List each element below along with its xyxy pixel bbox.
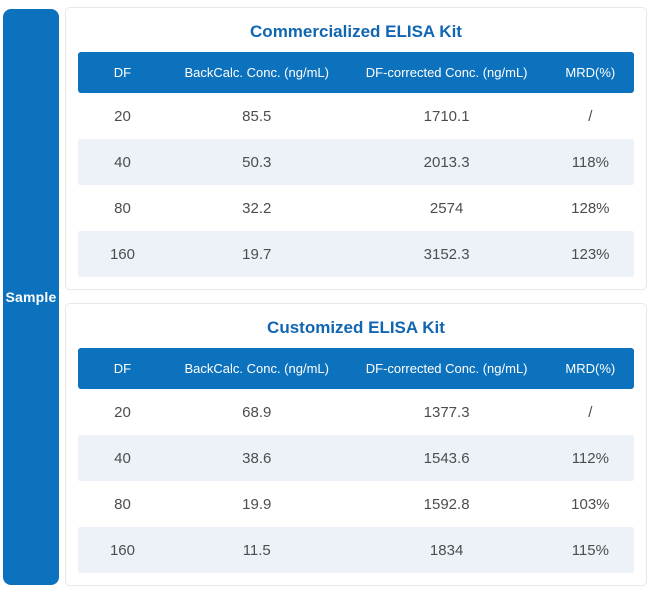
table-header-row: DF BackCalc. Conc. (ng/mL) DF-corrected … xyxy=(78,52,634,93)
customized-kit-table: DF BackCalc. Conc. (ng/mL) DF-corrected … xyxy=(78,348,634,573)
column-header-df-corrected-conc: DF-corrected Conc. (ng/mL) xyxy=(365,65,528,80)
table-row: 40 50.3 2013.3 118% xyxy=(78,139,634,185)
column-header-backcalc-conc: BackCalc. Conc. (ng/mL) xyxy=(184,65,329,80)
cell-df-corrected-conc: 1543.6 xyxy=(423,449,470,467)
table-row: 20 85.5 1710.1 / xyxy=(78,93,634,139)
column-header-df: DF xyxy=(113,65,132,80)
cell-df: 80 xyxy=(114,199,131,217)
cell-df-corrected-conc: 3152.3 xyxy=(423,245,470,263)
commercialized-kit-table: DF BackCalc. Conc. (ng/mL) DF-corrected … xyxy=(78,52,634,277)
table-header-row: DF BackCalc. Conc. (ng/mL) DF-corrected … xyxy=(78,348,634,389)
cell-df-corrected-conc: 1377.3 xyxy=(423,403,470,421)
column-header-backcalc-conc: BackCalc. Conc. (ng/mL) xyxy=(184,361,329,376)
customized-kit-card: Customized ELISA Kit DF BackCalc. Conc. … xyxy=(65,303,647,586)
column-header-mrd: MRD(%) xyxy=(565,361,616,376)
tables-column: Commercialized ELISA Kit DF BackCalc. Co… xyxy=(65,7,647,586)
cell-df-corrected-conc: 2013.3 xyxy=(423,153,470,171)
sample-row-band: Sample xyxy=(3,9,59,585)
table-title-commercialized: Commercialized ELISA Kit xyxy=(250,22,462,41)
cell-df: 20 xyxy=(114,403,131,421)
cell-backcalc-conc: 19.7 xyxy=(242,245,272,263)
cell-backcalc-conc: 68.9 xyxy=(242,403,272,421)
cell-mrd: 123% xyxy=(571,245,610,263)
cell-backcalc-conc: 50.3 xyxy=(242,153,272,171)
cell-mrd: 112% xyxy=(571,449,609,467)
table-row: 40 38.6 1543.6 112% xyxy=(78,435,634,481)
cell-df-corrected-conc: 1592.8 xyxy=(423,495,470,513)
cell-mrd: 118% xyxy=(571,153,609,171)
cell-df: 80 xyxy=(114,495,131,513)
table-row: 20 68.9 1377.3 / xyxy=(78,389,634,435)
cell-df: 20 xyxy=(114,107,131,125)
table-row: 80 19.9 1592.8 103% xyxy=(78,481,634,527)
cell-df: 160 xyxy=(109,541,135,559)
cell-mrd: 128% xyxy=(571,199,610,217)
column-header-df: DF xyxy=(113,361,132,376)
cell-df-corrected-conc: 1710.1 xyxy=(423,107,470,125)
table-title-customized: Customized ELISA Kit xyxy=(267,318,445,337)
cell-mrd: / xyxy=(588,403,593,421)
cell-backcalc-conc: 19.9 xyxy=(242,495,272,513)
cell-backcalc-conc: 32.2 xyxy=(242,199,272,217)
sample-row-label: Sample xyxy=(5,289,57,305)
commercialized-kit-card: Commercialized ELISA Kit DF BackCalc. Co… xyxy=(65,7,647,290)
cell-mrd: 103% xyxy=(571,495,610,513)
cell-df: 40 xyxy=(114,449,131,467)
column-header-df-corrected-conc: DF-corrected Conc. (ng/mL) xyxy=(365,361,528,376)
cell-backcalc-conc: 11.5 xyxy=(242,541,271,559)
table-row: 160 19.7 3152.3 123% xyxy=(78,231,634,277)
cell-backcalc-conc: 85.5 xyxy=(242,107,272,125)
cell-backcalc-conc: 38.6 xyxy=(242,449,272,467)
table-row: 80 32.2 2574 128% xyxy=(78,185,634,231)
column-header-mrd: MRD(%) xyxy=(565,65,616,80)
cell-df-corrected-conc: 1834 xyxy=(429,541,464,559)
cell-mrd: / xyxy=(588,107,593,125)
cell-mrd: 115% xyxy=(571,541,609,559)
table-row: 160 11.5 1834 115% xyxy=(78,527,634,573)
cell-df: 160 xyxy=(109,245,135,263)
cell-df-corrected-conc: 2574 xyxy=(429,199,464,217)
cell-df: 40 xyxy=(114,153,131,171)
